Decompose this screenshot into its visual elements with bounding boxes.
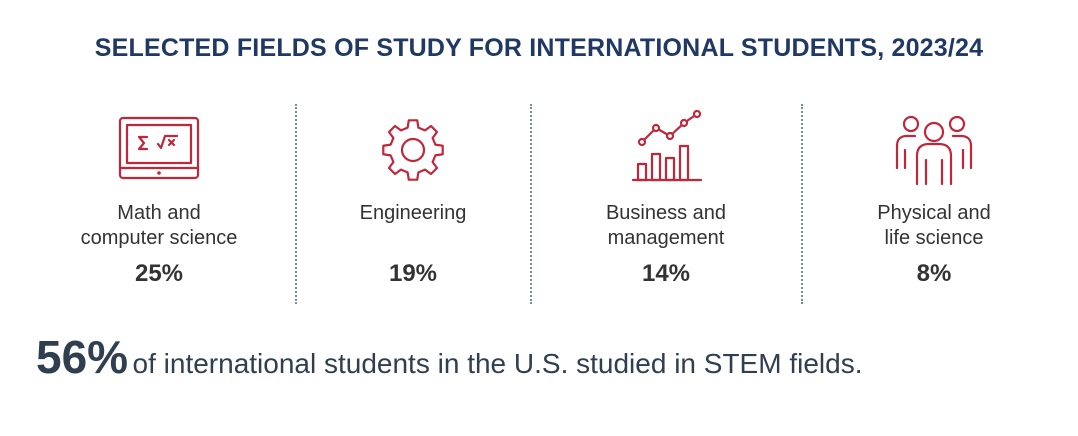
field-physical-life-science: Physical and life science 8% <box>803 104 1065 304</box>
summary-highlight: 56% <box>36 331 129 383</box>
field-engineering: Engineering 19% <box>297 104 529 304</box>
math-computer-icon <box>118 116 200 180</box>
field-value: 25% <box>134 260 184 287</box>
column-divider <box>530 104 532 304</box>
gear-icon <box>382 119 444 181</box>
stem-summary: 56% of international students in the U.S… <box>36 330 1066 384</box>
column-divider <box>801 104 803 304</box>
field-business-management: Business and management 14% <box>532 104 800 304</box>
field-label: Engineering <box>359 202 467 224</box>
field-value: 19% <box>388 260 438 287</box>
field-math-computer-science: Math and computer science 25% <box>25 104 293 304</box>
field-label: Math and computer science <box>80 202 238 249</box>
fields-grid: Math and computer science 25% Engineerin… <box>25 104 1065 304</box>
field-label: Physical and life science <box>877 202 991 249</box>
chart-title: SELECTED FIELDS OF STUDY FOR INTERNATION… <box>94 34 984 62</box>
bar-chart-icon <box>631 110 703 182</box>
summary-text: of international students in the U.S. st… <box>132 348 863 379</box>
field-value: 8% <box>916 260 952 287</box>
column-divider <box>295 104 297 304</box>
field-label: Business and management <box>605 202 727 249</box>
people-icon <box>895 115 973 186</box>
field-value: 14% <box>641 260 691 287</box>
